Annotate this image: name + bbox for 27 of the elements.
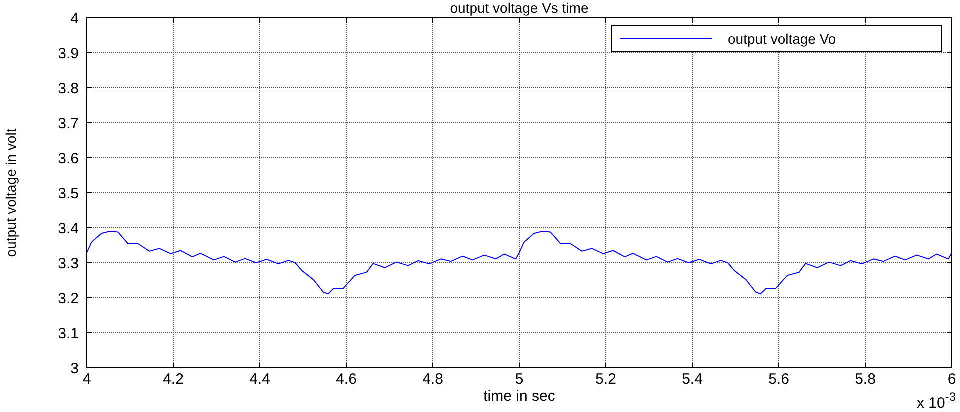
x-tick-label: 5.8 — [855, 371, 876, 388]
y-tick-label: 3.8 — [58, 80, 79, 98]
y-tick-label: 4 — [70, 10, 79, 28]
x-tick-label: 4.4 — [250, 371, 270, 388]
x-tick-label: 6 — [948, 371, 956, 388]
y-tick-label: 3.3 — [58, 255, 79, 272]
x-tick-label: 4 — [82, 371, 92, 388]
x-tick-label: 4.2 — [163, 371, 184, 388]
y-tick-label: 3.6 — [58, 150, 79, 168]
line-series — [86, 231, 952, 295]
y-axis-title: output voltage in volt — [3, 128, 19, 258]
y-tick-label: 3.5 — [58, 185, 79, 202]
x-tick-label: 5.2 — [596, 371, 616, 388]
x-axis-title: time in sec — [484, 388, 556, 405]
y-tick-label: 3.2 — [58, 290, 79, 308]
y-tick-label: 3.1 — [58, 325, 79, 342]
x-tick-label: 4.8 — [422, 371, 444, 388]
chart-title: output voltage Vs time — [450, 0, 589, 16]
x-tick-label: 5.4 — [682, 371, 703, 388]
x-tick-label: 5 — [515, 371, 524, 388]
y-tick-label: 3.4 — [58, 220, 79, 238]
y-tick-label: 3 — [70, 360, 79, 378]
y-tick-label: 3.7 — [58, 115, 79, 132]
y-tick-label: 3.9 — [58, 45, 79, 62]
x-tick-label: 5.6 — [768, 371, 790, 388]
text: x 10$^{-3}$ — [916, 390, 956, 412]
x-tick-label: 4.6 — [336, 371, 357, 388]
